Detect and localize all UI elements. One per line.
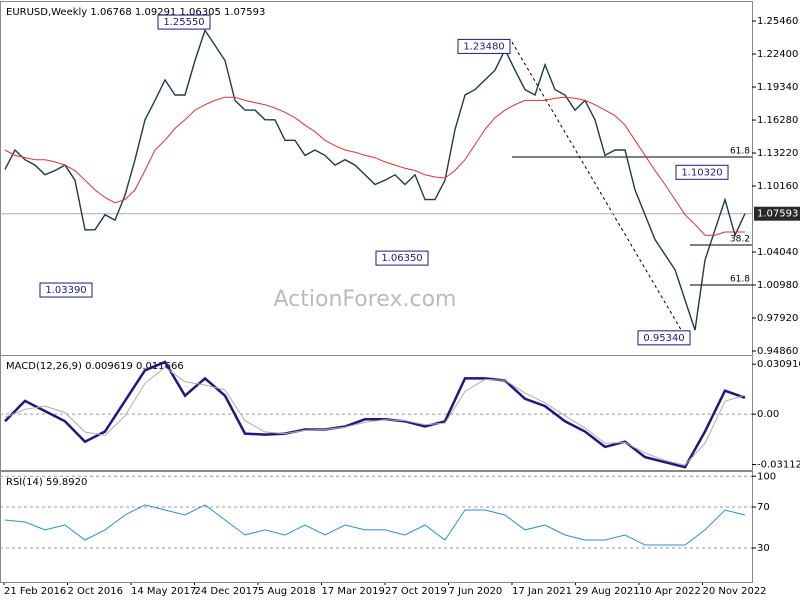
annotation-label: 1.23480 bbox=[463, 41, 504, 52]
x-tick-label: 14 May 2017 bbox=[131, 586, 196, 597]
y-tick-label: 70 bbox=[757, 502, 770, 513]
panel-title: RSI(14) 59.8920 bbox=[6, 477, 87, 488]
annotation-box bbox=[637, 330, 691, 346]
x-tick-label: 17 Mar 2019 bbox=[322, 586, 385, 597]
x-tick-label: 17 Jan 2021 bbox=[512, 586, 572, 597]
annotation-box bbox=[675, 164, 729, 180]
x-tick-label: 24 Dec 2017 bbox=[195, 586, 259, 597]
annotation-box bbox=[457, 38, 511, 54]
series-line bbox=[4, 28, 746, 331]
annotation-label: 0.95340 bbox=[643, 333, 684, 344]
y-tick-label: 1.10160 bbox=[757, 181, 798, 192]
series-line bbox=[4, 366, 746, 466]
annotation-label: 1.03390 bbox=[45, 285, 86, 296]
x-tick-label: 21 Feb 2016 bbox=[4, 586, 66, 597]
y-tick-label: 1.04040 bbox=[757, 247, 798, 258]
x-tick-label: 7 Jun 2020 bbox=[449, 586, 503, 597]
y-tick-label: 1.13220 bbox=[757, 148, 798, 159]
y-tick-label: 0.97920 bbox=[757, 313, 798, 324]
fib-label: 61.8 bbox=[730, 275, 750, 285]
annotation-label: 1.06350 bbox=[381, 253, 422, 264]
trend-line bbox=[511, 41, 691, 346]
x-tick-label: 20 Nov 2022 bbox=[703, 586, 767, 597]
y-tick-label: 1.00980 bbox=[757, 280, 798, 291]
last-price-label: 1.07593 bbox=[757, 209, 798, 220]
x-tick-label: 29 Aug 2021 bbox=[576, 586, 640, 597]
y-tick-label: 100 bbox=[757, 471, 776, 482]
y-tick-label: 1.25460 bbox=[757, 16, 798, 27]
series-line bbox=[4, 504, 746, 546]
y-tick-label: 1.16280 bbox=[757, 115, 798, 126]
x-tick-label: 2 Oct 2016 bbox=[68, 586, 123, 597]
panel-title: EURUSD,Weekly 1.06768 1.09291 1.06305 1.… bbox=[6, 7, 265, 18]
y-tick-label: -0.031124 bbox=[757, 460, 800, 471]
annotation-box bbox=[39, 282, 93, 298]
panel-frame bbox=[0, 355, 753, 471]
series-line bbox=[4, 96, 745, 236]
x-tick-label: 10 Apr 2022 bbox=[639, 586, 701, 597]
y-tick-label: 0.030916 bbox=[757, 359, 800, 370]
watermark: ActionForex.com bbox=[274, 287, 457, 312]
annotation-label: 1.10320 bbox=[681, 167, 722, 178]
y-tick-label: 1.22400 bbox=[757, 49, 798, 60]
last-price-box bbox=[754, 206, 800, 221]
panel-title: MACD(12,26,9) 0.009619 0.011666 bbox=[6, 361, 184, 372]
x-tick-label: 27 Oct 2019 bbox=[385, 586, 447, 597]
panel-frame bbox=[0, 471, 753, 583]
y-tick-label: 1.19340 bbox=[757, 82, 798, 93]
x-tick-label: 5 Aug 2018 bbox=[258, 586, 316, 597]
fib-label: 61.8 bbox=[730, 147, 750, 157]
y-tick-label: 0.00 bbox=[757, 409, 779, 420]
fib-label: 38.2 bbox=[730, 235, 750, 245]
annotation-label: 1.25550 bbox=[163, 17, 204, 28]
annotation-box bbox=[375, 250, 429, 266]
y-tick-label: 30 bbox=[757, 543, 770, 554]
y-tick-label: 0.94860 bbox=[757, 346, 798, 357]
annotation-box bbox=[157, 14, 211, 30]
